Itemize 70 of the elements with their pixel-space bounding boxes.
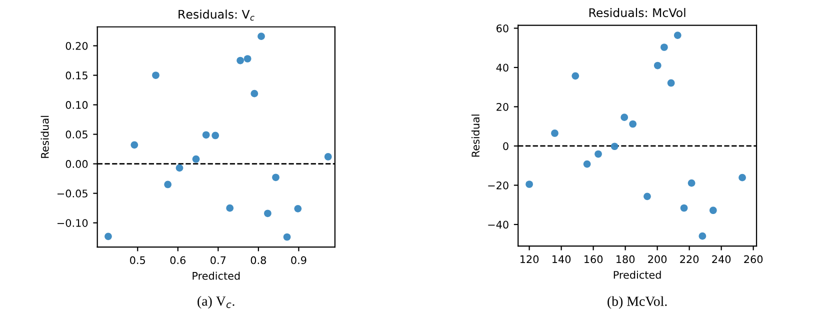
point <box>660 44 668 51</box>
chart-title: Residuals: McVol <box>589 8 686 18</box>
point <box>667 79 675 87</box>
y-tick-label: 40 <box>496 64 508 72</box>
y-tick-label: 0.10 <box>66 101 88 109</box>
point <box>176 164 184 172</box>
point <box>283 233 291 241</box>
y-tick-label: 0.20 <box>66 42 88 50</box>
point <box>250 90 258 98</box>
y-tick-label: 0.05 <box>66 130 88 138</box>
y-axis-title: Residual <box>40 116 49 158</box>
point <box>164 180 172 188</box>
y-tick-label: −0.05 <box>58 190 88 198</box>
point <box>272 174 280 182</box>
chart-title: Residuals: V$_{c}$ <box>178 10 254 21</box>
x-tick-label: 220 <box>680 255 699 264</box>
point <box>610 142 618 150</box>
x-tick-label: 140 <box>552 255 571 264</box>
point <box>709 206 717 214</box>
point <box>104 232 112 240</box>
point <box>688 179 696 187</box>
point <box>192 155 200 163</box>
y-tick-label: 0.00 <box>66 160 88 168</box>
point <box>258 32 265 40</box>
x-tick-label: 120 <box>520 255 539 264</box>
point <box>594 150 602 158</box>
point <box>324 153 332 160</box>
y-tick-label: −0.10 <box>58 219 88 227</box>
y-tick-label: −20 <box>488 181 508 190</box>
x-tick-label: 0.9 <box>291 256 306 264</box>
point <box>629 120 637 128</box>
text: (a) V$_{c}$. <box>198 296 234 309</box>
point <box>583 160 591 168</box>
point <box>738 174 746 182</box>
point <box>294 205 302 212</box>
point <box>654 62 662 70</box>
point <box>226 204 234 212</box>
point <box>130 141 138 149</box>
x-axis-title: Predicted <box>192 272 240 280</box>
x-axis-title: Predicted <box>614 270 661 279</box>
point <box>674 32 682 39</box>
y-tick-label: −40 <box>488 220 508 229</box>
point <box>236 56 244 64</box>
x-tick-label: 200 <box>648 255 667 264</box>
y-axis-title: Residual <box>471 114 480 157</box>
y-tick-label: 20 <box>496 102 508 111</box>
point <box>202 131 210 139</box>
y-tick-label: 0.15 <box>66 72 88 80</box>
x-tick-label: 0.8 <box>250 256 266 264</box>
point <box>572 72 580 80</box>
point <box>680 204 688 212</box>
x-tick-label: 240 <box>712 255 731 264</box>
point <box>264 210 272 218</box>
point <box>551 130 558 137</box>
point <box>212 132 220 140</box>
point <box>644 192 651 200</box>
x-tick-label: 180 <box>616 255 635 264</box>
x-tick-label: 0.7 <box>210 256 226 264</box>
x-tick-label: 160 <box>584 255 603 264</box>
y-tick-label: 0 <box>503 142 508 150</box>
y-tick-label: 60 <box>496 24 508 32</box>
point <box>152 72 160 79</box>
point <box>526 180 533 188</box>
x-tick-label: 260 <box>744 255 763 264</box>
x-tick-label: 0.6 <box>170 256 186 264</box>
x-tick-label: 0.5 <box>130 256 145 264</box>
text: (b) McVol. <box>608 296 667 309</box>
point <box>698 232 706 240</box>
point <box>244 55 252 62</box>
point <box>620 114 628 122</box>
